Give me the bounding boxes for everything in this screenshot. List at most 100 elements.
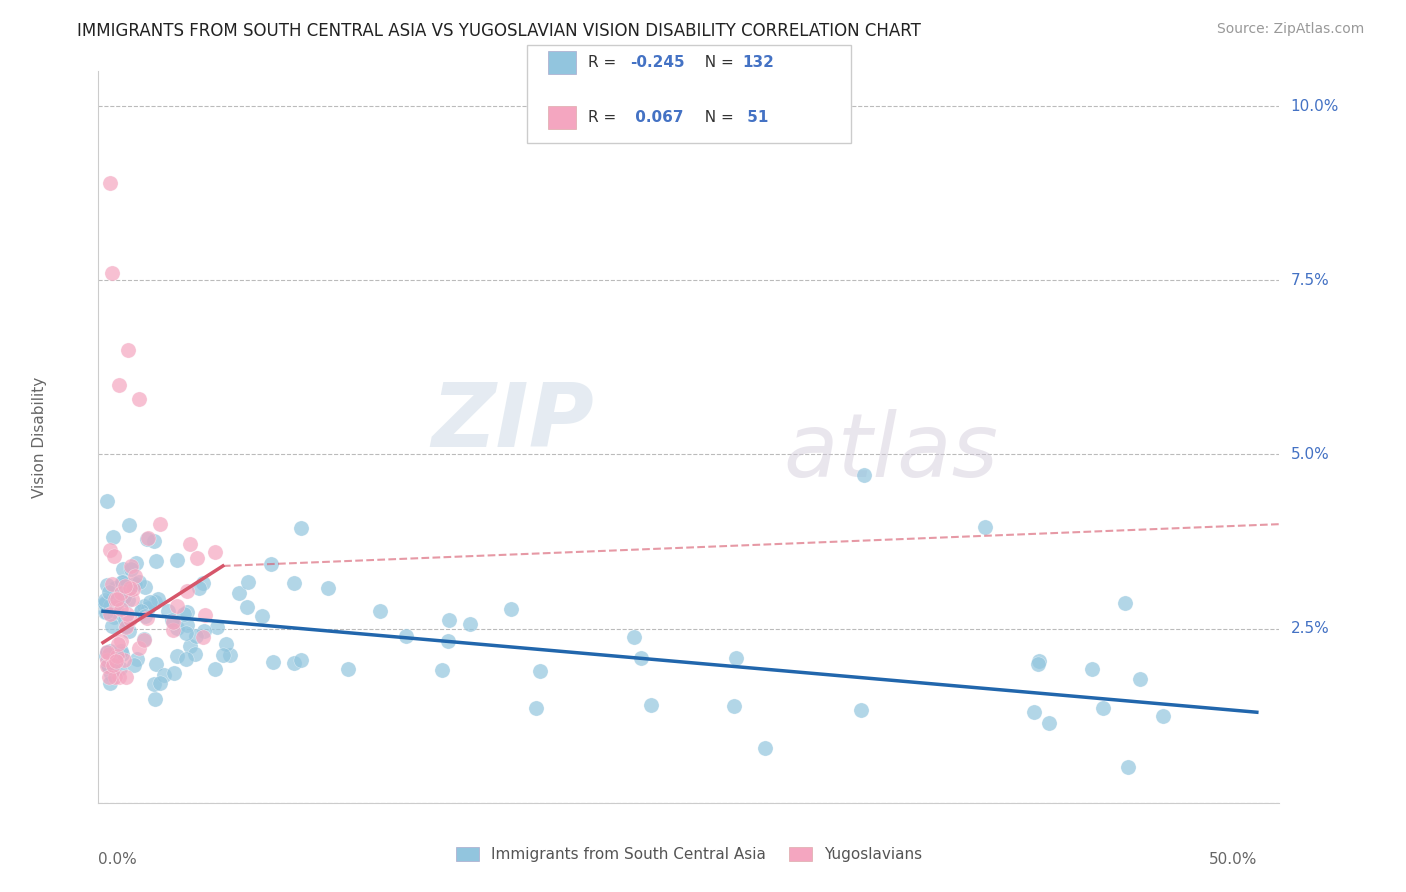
Point [145,553,167,567]
Text: 51: 51 [742,111,769,125]
Text: 10.0%: 10.0% [1291,99,1339,113]
Point [110,574,132,589]
Point [219,648,242,662]
Point [120,582,142,596]
Point [94,596,117,610]
Point [529,664,551,678]
Point [290,521,312,535]
Point [1092,700,1115,714]
Point [623,630,645,644]
Point [143,692,166,706]
Point [121,592,143,607]
Point [143,534,166,549]
Point [1118,760,1140,774]
Point [132,632,155,647]
Point [179,639,201,653]
Point [142,677,165,691]
Point [105,596,128,610]
Point [115,620,138,634]
Point [111,648,134,662]
Point [100,618,122,632]
Point [148,517,170,532]
Point [114,576,136,591]
Point [215,637,238,651]
Point [131,603,153,617]
Point [290,652,312,666]
Point [166,599,188,613]
Point [1081,662,1104,676]
Point [101,530,124,544]
Point [101,658,124,673]
Text: 2.5%: 2.5% [1291,621,1329,636]
Point [118,624,141,639]
Point [120,559,142,574]
Point [98,584,121,599]
Point [108,661,131,675]
Point [162,615,184,630]
Text: 5.0%: 5.0% [1291,447,1329,462]
Point [104,654,127,668]
Point [97,657,120,672]
Point [112,653,135,667]
Point [179,537,201,551]
Point [96,494,118,508]
Point [204,662,226,676]
Point [162,613,184,627]
Point [103,594,125,608]
Point [104,582,127,596]
Text: ZIP: ZIP [432,379,595,466]
Point [132,633,155,648]
Point [117,343,139,357]
Point [262,656,284,670]
Point [103,657,125,672]
Point [104,670,127,684]
Point [96,597,118,611]
Point [187,581,209,595]
Point [112,562,135,576]
Point [723,699,745,714]
Text: atlas: atlas [783,409,998,495]
Point [128,641,150,656]
Point [193,624,215,639]
Point [96,644,118,658]
Point [145,657,167,671]
Point [94,593,117,607]
Point [114,613,136,627]
Point [437,613,460,627]
Point [134,599,156,613]
Point [112,590,135,604]
Point [96,652,118,666]
Point [110,643,132,657]
Point [186,551,208,566]
Point [183,647,205,661]
Point [100,577,122,591]
Point [176,583,198,598]
Point [136,532,159,546]
Text: Vision Disability: Vision Disability [32,376,46,498]
Point [120,561,142,575]
Point [101,601,124,615]
Point [1038,716,1060,731]
Point [125,556,148,570]
Point [124,577,146,591]
Point [103,589,125,603]
Point [1028,654,1050,668]
Point [117,592,139,607]
Point [1026,657,1049,671]
Text: 0.067: 0.067 [630,111,683,125]
Point [974,520,997,534]
Point [260,557,283,571]
Point [754,740,776,755]
Text: R =: R = [588,111,621,125]
Legend: Immigrants from South Central Asia, Yugoslavians: Immigrants from South Central Asia, Yugo… [450,841,928,868]
Point [432,663,454,677]
Point [96,647,118,661]
Point [127,652,149,666]
Point [124,658,146,673]
Point [94,597,117,611]
Point [96,645,118,659]
Point [191,575,214,590]
Point [124,569,146,583]
Text: 7.5%: 7.5% [1291,273,1329,288]
Point [97,659,120,673]
